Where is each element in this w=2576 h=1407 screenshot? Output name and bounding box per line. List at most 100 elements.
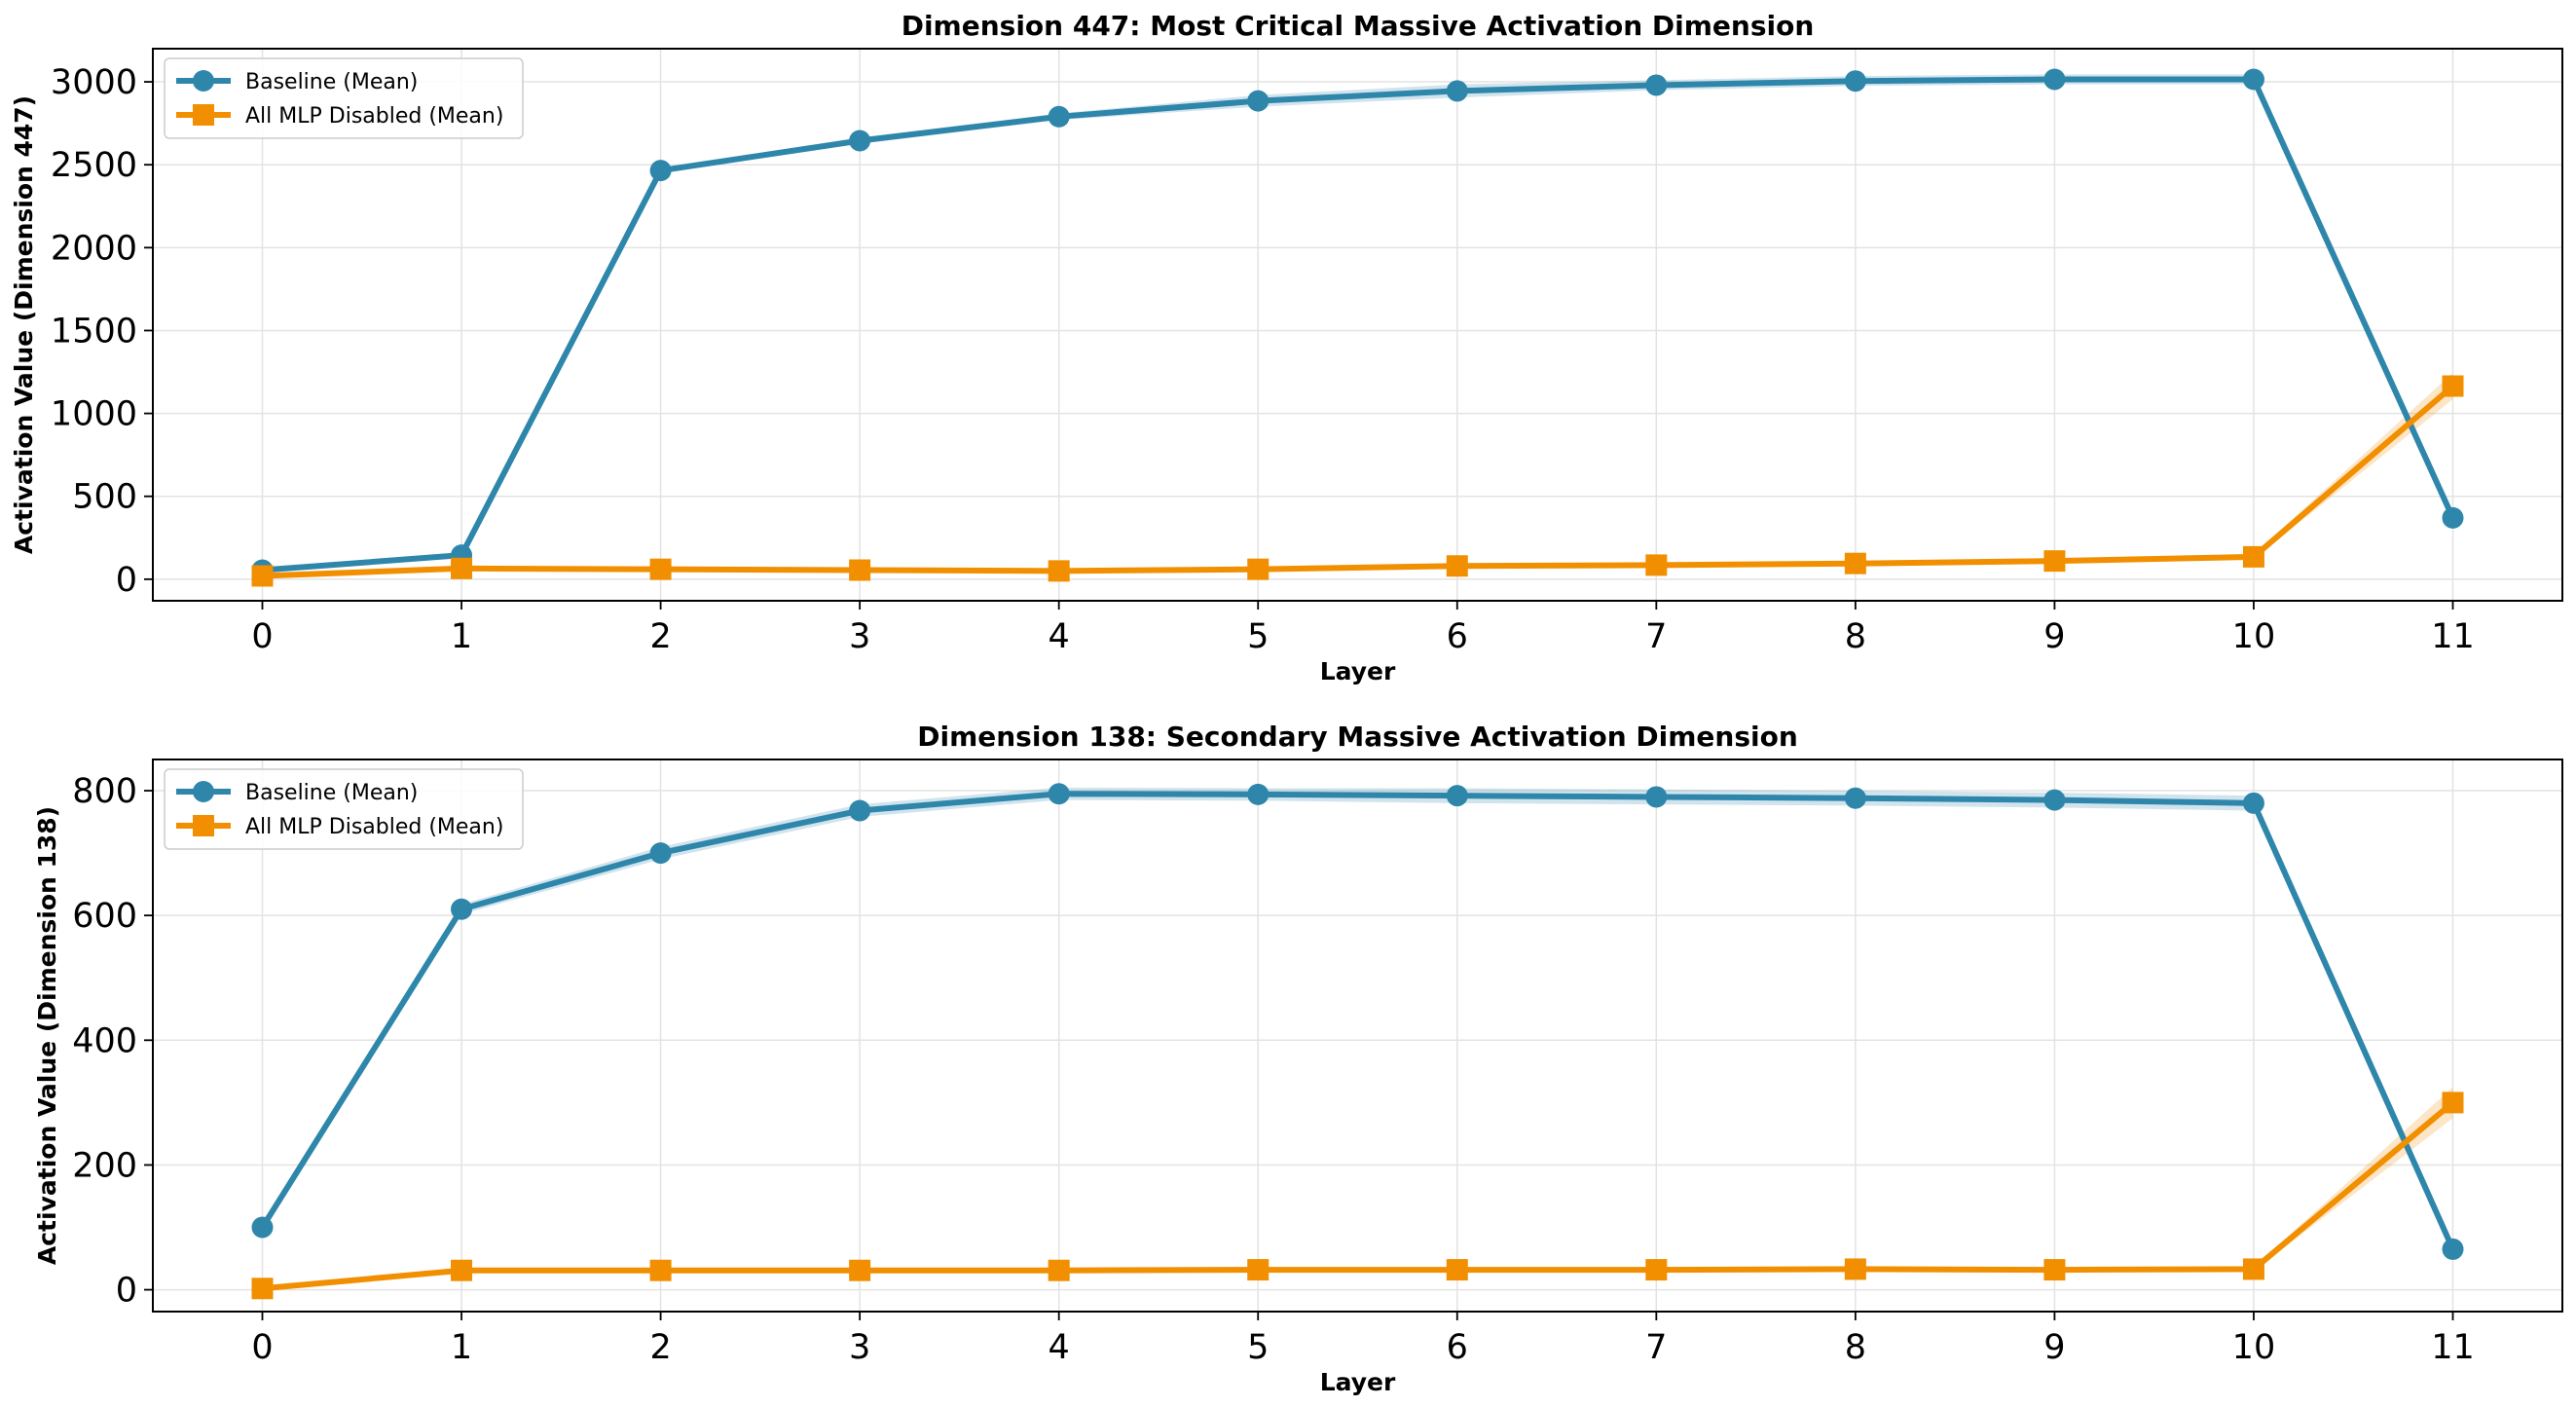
legend-label-mlp-disabled: All MLP Disabled (Mean) bbox=[245, 815, 503, 839]
legend: Baseline (Mean) All MLP Disabled (Mean) bbox=[164, 768, 524, 850]
y-tick-label: 1000 bbox=[51, 395, 137, 434]
data-point-baseline bbox=[251, 1216, 274, 1239]
legend-label-baseline: Baseline (Mean) bbox=[245, 781, 418, 805]
data-point-mlp-disabled bbox=[2043, 1259, 2066, 1281]
series-line-baseline bbox=[259, 791, 2456, 1251]
data-point-baseline bbox=[1645, 786, 1668, 808]
legend-label-baseline: Baseline (Mean) bbox=[245, 70, 418, 94]
x-tick-label: 10 bbox=[2232, 617, 2276, 656]
y-tick-label: 200 bbox=[72, 1146, 137, 1185]
x-tick-label: 3 bbox=[849, 1328, 870, 1367]
data-point-mlp-disabled bbox=[2242, 1258, 2264, 1280]
x-tick-label: 0 bbox=[251, 617, 273, 656]
y-tick-label: 2500 bbox=[51, 146, 137, 185]
x-tick-label: 7 bbox=[1645, 1328, 1667, 1367]
axes-frame bbox=[152, 48, 2563, 602]
series-line-mlp-disabled bbox=[262, 1100, 2455, 1292]
data-point-baseline bbox=[649, 160, 672, 182]
data-point-baseline bbox=[1048, 105, 1070, 128]
legend-marker-baseline bbox=[193, 781, 214, 802]
confidence-band-mlp-disabled bbox=[262, 1087, 2453, 1290]
data-point-baseline bbox=[2242, 792, 2264, 814]
axes-frame bbox=[152, 759, 2563, 1313]
x-tick-label: 11 bbox=[2431, 617, 2475, 656]
x-tick-label: 0 bbox=[251, 1328, 273, 1367]
y-tick-label: 600 bbox=[72, 897, 137, 936]
data-point-mlp-disabled bbox=[1645, 554, 1668, 576]
data-point-mlp-disabled bbox=[251, 565, 274, 587]
data-point-mlp-disabled bbox=[2442, 1092, 2464, 1114]
data-point-baseline bbox=[2043, 68, 2066, 91]
data-point-mlp-disabled bbox=[1446, 1259, 1468, 1281]
data-point-baseline bbox=[451, 898, 473, 920]
data-point-mlp-disabled bbox=[2043, 550, 2066, 573]
data-point-baseline bbox=[2442, 506, 2464, 529]
y-tick-label: 3000 bbox=[51, 63, 137, 102]
x-tick-label: 2 bbox=[649, 617, 671, 656]
legend-label-mlp-disabled: All MLP Disabled (Mean) bbox=[245, 104, 503, 129]
data-point-baseline bbox=[1048, 783, 1070, 805]
data-point-mlp-disabled bbox=[2442, 375, 2464, 397]
x-tick-label: 1 bbox=[451, 617, 472, 656]
y-tick-label: 400 bbox=[72, 1021, 137, 1060]
data-point-mlp-disabled bbox=[1048, 1259, 1070, 1281]
y-axis-label: Activation Value (Dimension 447) bbox=[10, 95, 38, 554]
x-tick-label: 4 bbox=[1049, 617, 1070, 656]
data-point-baseline bbox=[649, 842, 672, 865]
data-point-mlp-disabled bbox=[1048, 560, 1070, 582]
chart-panel-2: 0 1 2 3 4 5 6 7 8 9 10 11 0 200 400 600 800 Dimension 138… bbox=[33, 721, 2563, 1396]
y-tick-label: 1500 bbox=[51, 312, 137, 351]
x-tick-label: 7 bbox=[1645, 617, 1667, 656]
data-point-mlp-disabled bbox=[1645, 1259, 1668, 1281]
data-point-baseline bbox=[2242, 68, 2264, 91]
data-point-mlp-disabled bbox=[649, 558, 672, 580]
x-tick-label: 3 bbox=[849, 617, 870, 656]
data-point-mlp-disabled bbox=[1446, 555, 1468, 577]
legend-marker-baseline bbox=[193, 70, 214, 92]
data-point-mlp-disabled bbox=[451, 1259, 473, 1281]
data-point-mlp-disabled bbox=[849, 1259, 871, 1281]
x-tick-label: 8 bbox=[1845, 617, 1866, 656]
x-tick-label: 9 bbox=[2043, 617, 2065, 656]
data-point-baseline bbox=[1844, 70, 1866, 93]
confidence-band-mlp-disabled bbox=[262, 372, 2453, 577]
data-point-mlp-disabled bbox=[849, 559, 871, 581]
data-point-baseline bbox=[1645, 74, 1668, 96]
y-tick-label: 0 bbox=[116, 1272, 137, 1311]
legend-box bbox=[164, 57, 524, 139]
data-point-mlp-disabled bbox=[1844, 1258, 1866, 1280]
x-tick-label: 5 bbox=[1247, 1328, 1269, 1367]
x-tick-label: 10 bbox=[2232, 1328, 2276, 1367]
data-point-baseline bbox=[849, 799, 871, 822]
data-point-mlp-disabled bbox=[2242, 545, 2264, 568]
x-tick-label: 2 bbox=[649, 1328, 671, 1367]
x-tick-label: 9 bbox=[2043, 1328, 2065, 1367]
x-tick-label: 6 bbox=[1447, 1328, 1468, 1367]
series-line-mlp-disabled bbox=[262, 384, 2455, 579]
data-point-mlp-disabled bbox=[1247, 558, 1270, 580]
data-point-baseline bbox=[849, 130, 871, 152]
data-point-mlp-disabled bbox=[251, 1277, 274, 1300]
y-tick-label: 500 bbox=[72, 478, 137, 517]
data-point-baseline bbox=[1247, 90, 1270, 112]
data-point-baseline bbox=[1446, 80, 1468, 102]
data-point-baseline bbox=[1247, 783, 1270, 805]
y-tick-label: 800 bbox=[72, 772, 137, 811]
chart-panel-1: 0 1 2 3 4 5 6 7 8 9 10 11 0 500 1000 1500 2000 2500 3000 Di… bbox=[10, 10, 2563, 685]
legend-marker-mlp-disabled bbox=[193, 104, 214, 126]
confidence-band-baseline bbox=[262, 787, 2453, 1255]
x-tick-label: 4 bbox=[1049, 1328, 1070, 1367]
data-point-baseline bbox=[2043, 789, 2066, 811]
chart-title: Dimension 138: Secondary Massive Activat… bbox=[917, 721, 1798, 753]
legend: Baseline (Mean) All MLP Disabled (Mean) bbox=[164, 57, 524, 139]
x-axis-label: Layer bbox=[1320, 657, 1396, 685]
chart-title: Dimension 447: Most Critical Massive Act… bbox=[902, 10, 1815, 42]
legend-marker-mlp-disabled bbox=[193, 815, 214, 836]
data-point-mlp-disabled bbox=[1844, 552, 1866, 574]
data-point-baseline bbox=[1446, 785, 1468, 807]
data-point-baseline bbox=[2442, 1238, 2464, 1260]
data-point-mlp-disabled bbox=[451, 557, 473, 579]
grid bbox=[153, 49, 2562, 601]
confidence-band-baseline bbox=[262, 74, 2453, 573]
